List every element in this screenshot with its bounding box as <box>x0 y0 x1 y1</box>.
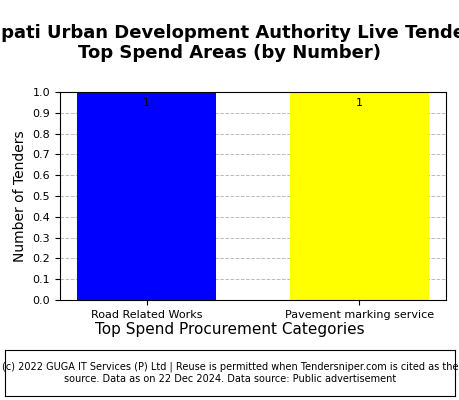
Text: 1: 1 <box>355 98 362 108</box>
Text: Top Spend Areas (by Number): Top Spend Areas (by Number) <box>78 44 381 62</box>
Text: 1: 1 <box>143 98 150 108</box>
Text: Tirupati Urban Development Authority Live Tenders -: Tirupati Urban Development Authority Liv… <box>0 24 459 42</box>
Y-axis label: Number of Tenders: Number of Tenders <box>13 130 27 262</box>
Text: Top Spend Procurement Categories: Top Spend Procurement Categories <box>95 322 364 337</box>
Bar <box>290 92 428 300</box>
Bar <box>77 92 215 300</box>
Text: (c) 2022 GUGA IT Services (P) Ltd | Reuse is permitted when Tendersniper.com is : (c) 2022 GUGA IT Services (P) Ltd | Reus… <box>2 362 457 384</box>
